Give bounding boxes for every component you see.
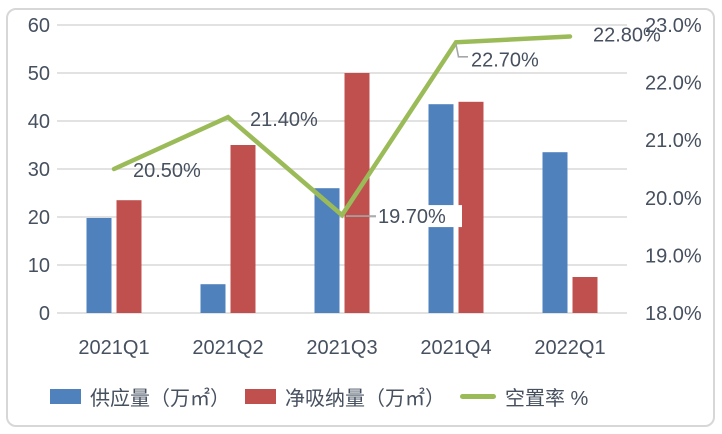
- supply-bar[interactable]: [542, 152, 568, 313]
- vacancy-rate-line[interactable]: [111, 34, 573, 219]
- right-axis-tick-label: 22.0%: [645, 73, 702, 95]
- vacancy-series-swatch: [460, 394, 496, 399]
- data-label-leader: [455, 44, 468, 58]
- right-axis-tick-label: 21.0%: [645, 130, 702, 152]
- supply-series-swatch: [50, 389, 81, 404]
- left-axis-tick-label: 10: [28, 255, 50, 277]
- vacancy-data-label: 19.70%: [378, 206, 446, 228]
- vacancy-data-label: 22.80%: [593, 25, 661, 47]
- legend-label-absorption: 净吸纳量（万㎡）: [285, 388, 445, 410]
- category-label: 2021Q4: [420, 337, 491, 359]
- legend-label-vacancy: 空置率 %: [505, 388, 589, 410]
- absorption-bar[interactable]: [230, 145, 256, 313]
- left-axis-tick-label: 30: [28, 159, 50, 181]
- category-label: 2022Q1: [534, 337, 605, 359]
- data-label-backdrop: [376, 205, 462, 228]
- supply-bar[interactable]: [86, 217, 112, 313]
- absorption-series-swatch: [245, 389, 276, 404]
- absorption-bar[interactable]: [572, 277, 598, 313]
- supply-bar[interactable]: [200, 284, 226, 313]
- vacancy-data-label: 22.70%: [471, 49, 539, 71]
- vacancy-data-label: 20.50%: [133, 160, 201, 182]
- category-label: 2021Q2: [192, 337, 263, 359]
- left-axis-tick-label: 50: [28, 63, 50, 85]
- right-axis-tick-label: 18.0%: [645, 303, 702, 325]
- legend-label-supply: 供应量（万㎡）: [90, 388, 230, 410]
- legend-item-supply[interactable]: 供应量（万㎡）: [50, 382, 230, 411]
- legend-item-vacancy[interactable]: 空置率 %: [460, 382, 588, 411]
- absorption-bar[interactable]: [116, 200, 142, 313]
- legend-item-absorption[interactable]: 净吸纳量（万㎡）: [245, 382, 445, 411]
- category-label: 2021Q3: [306, 337, 377, 359]
- left-axis-tick-label: 60: [28, 15, 50, 37]
- vacancy-data-label: 21.40%: [250, 109, 318, 131]
- left-axis-tick-label: 0: [39, 303, 50, 325]
- right-axis-tick-label: 20.0%: [645, 188, 702, 210]
- right-axis-tick-label: 23.0%: [645, 15, 702, 37]
- category-label: 2021Q1: [78, 337, 149, 359]
- chart-legend: 供应量（万㎡） 净吸纳量（万㎡） 空置率 %: [50, 382, 588, 411]
- left-axis-tick-label: 20: [28, 207, 50, 229]
- absorption-bar[interactable]: [458, 101, 484, 313]
- left-axis-tick-label: 40: [28, 111, 50, 133]
- right-axis-tick-label: 19.0%: [645, 245, 702, 267]
